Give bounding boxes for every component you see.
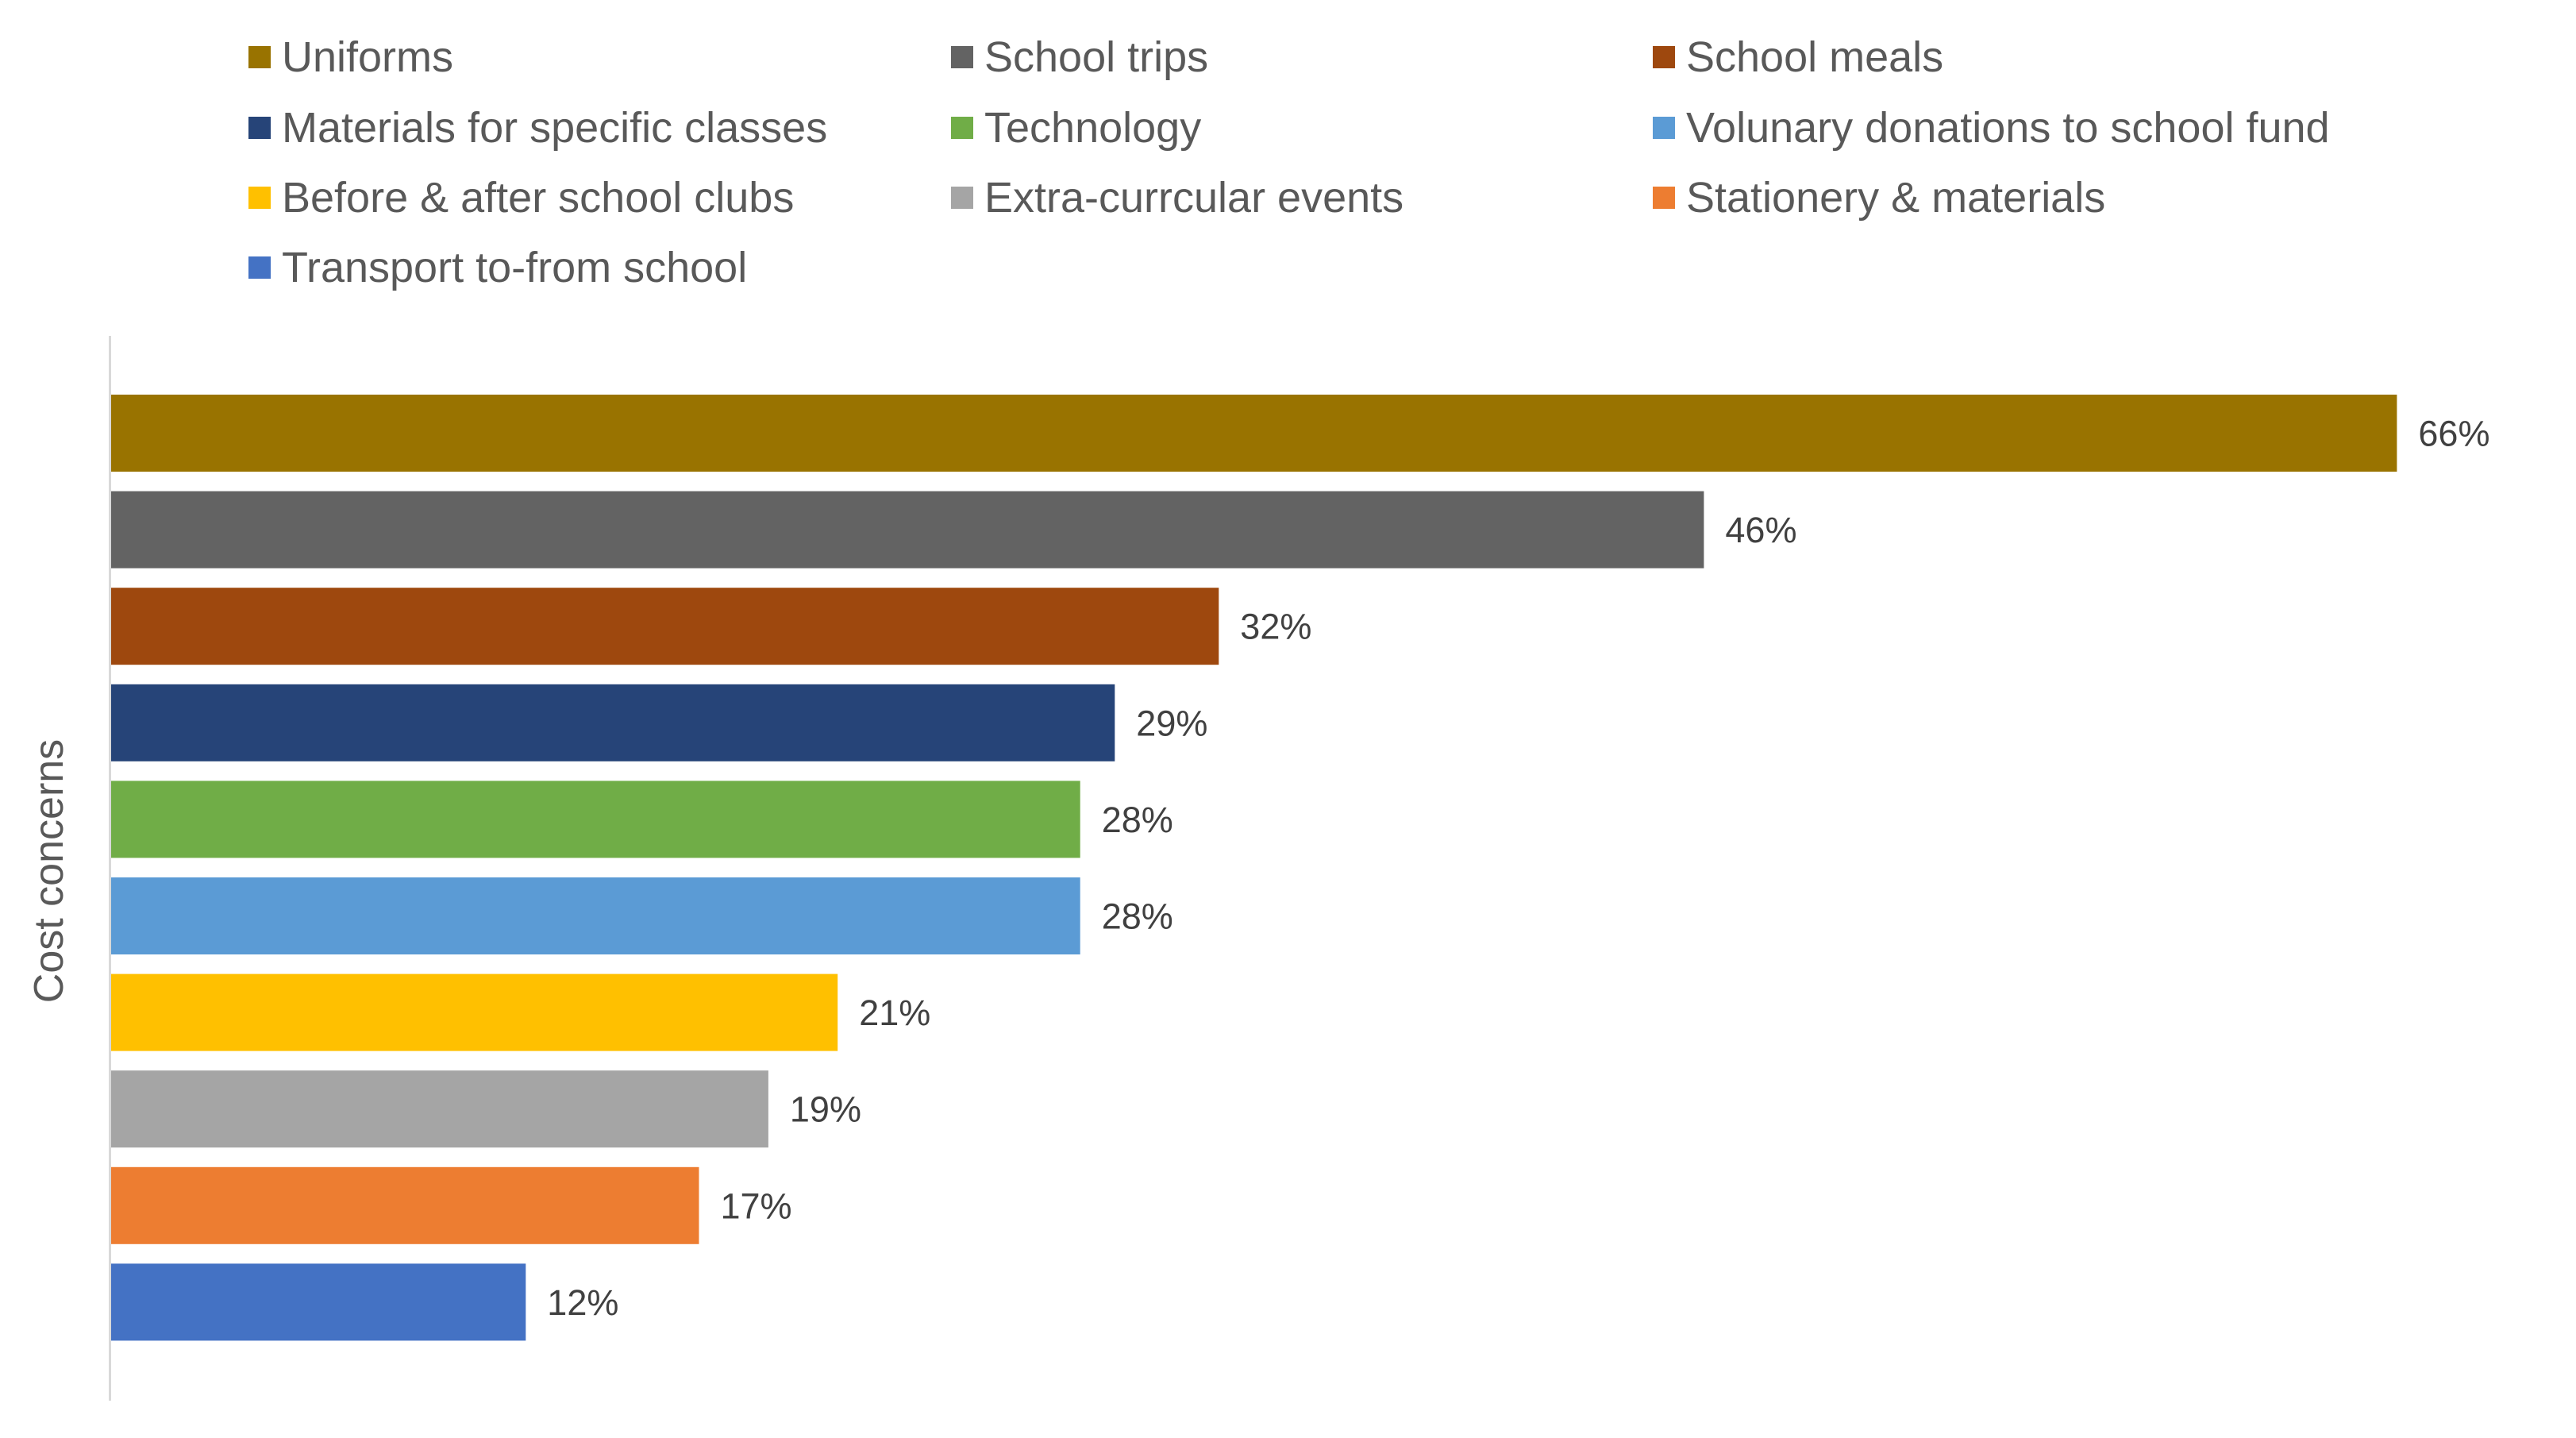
data-label: 19%: [790, 1089, 861, 1130]
bar-transport-to-from-school: [111, 1263, 526, 1341]
legend-item: School trips: [951, 33, 1208, 81]
bar-before-after-school-clubs: [111, 973, 838, 1051]
legend-item: Uniforms: [248, 33, 453, 81]
legend-label: Before & after school clubs: [282, 174, 794, 222]
bar-school-meals: [111, 588, 1219, 665]
legend-label: Volunary donations to school fund: [1686, 104, 2330, 152]
legend-item: Extra-currcular events: [951, 174, 1404, 222]
bar-school-trips: [111, 491, 1704, 569]
legend-label: School meals: [1686, 33, 1943, 81]
bar-stationery-materials: [111, 1166, 699, 1244]
legend-marker-icon: [248, 46, 271, 68]
data-label: 17%: [721, 1185, 792, 1226]
legend-marker-icon: [951, 117, 973, 139]
legend-item: Stationery & materials: [1653, 174, 2105, 222]
legend-item: Volunary donations to school fund: [1653, 104, 2330, 152]
legend-item: Materials for specific classes: [248, 104, 827, 152]
bar-technology: [111, 781, 1080, 858]
chart-legend: Uniforms School trips School meals Material…: [248, 33, 2330, 291]
legend-label: Extra-currcular events: [984, 174, 1404, 222]
bar-volunary-donations-to-school-fund: [111, 877, 1080, 954]
legend-marker-icon: [951, 187, 973, 209]
legend-item: School meals: [1653, 33, 1943, 81]
y-axis-title: Cost concerns: [26, 739, 72, 1003]
legend-label: Stationery & materials: [1686, 174, 2105, 222]
data-label: 66%: [2418, 414, 2489, 454]
legend-label: Technology: [984, 104, 1201, 152]
legend-marker-icon: [248, 117, 271, 139]
data-label: 29%: [1136, 703, 1207, 743]
legend-label: Transport to-from school: [282, 244, 747, 291]
legend-item: Transport to-from school: [248, 244, 747, 291]
bar-uniforms: [111, 395, 2397, 472]
legend-marker-icon: [1653, 46, 1675, 68]
legend-marker-icon: [1653, 117, 1675, 139]
data-label: 28%: [1102, 800, 1173, 840]
legend-label: School trips: [984, 33, 1208, 81]
legend-item: Technology: [951, 104, 1201, 152]
bar-materials-for-specific-classes: [111, 684, 1115, 761]
legend-marker-icon: [1653, 187, 1675, 209]
data-label: 46%: [1725, 510, 1796, 550]
legend-marker-icon: [248, 256, 271, 279]
bar-extra-currcular-events: [111, 1070, 768, 1148]
data-label: 28%: [1102, 896, 1173, 937]
legend-marker-icon: [951, 46, 973, 68]
data-labels: 66% 46% 32% 29% 28% 28% 21% 19% 17% 12%: [547, 414, 2489, 1323]
legend-item: Before & after school clubs: [248, 174, 794, 222]
bar-series: [111, 395, 2397, 1341]
data-label: 12%: [547, 1282, 618, 1323]
legend-label: Materials for specific classes: [282, 104, 827, 152]
legend-label: Uniforms: [282, 33, 453, 81]
legend-marker-icon: [248, 187, 271, 209]
data-label: 21%: [859, 993, 930, 1033]
data-label: 32%: [1240, 607, 1311, 647]
